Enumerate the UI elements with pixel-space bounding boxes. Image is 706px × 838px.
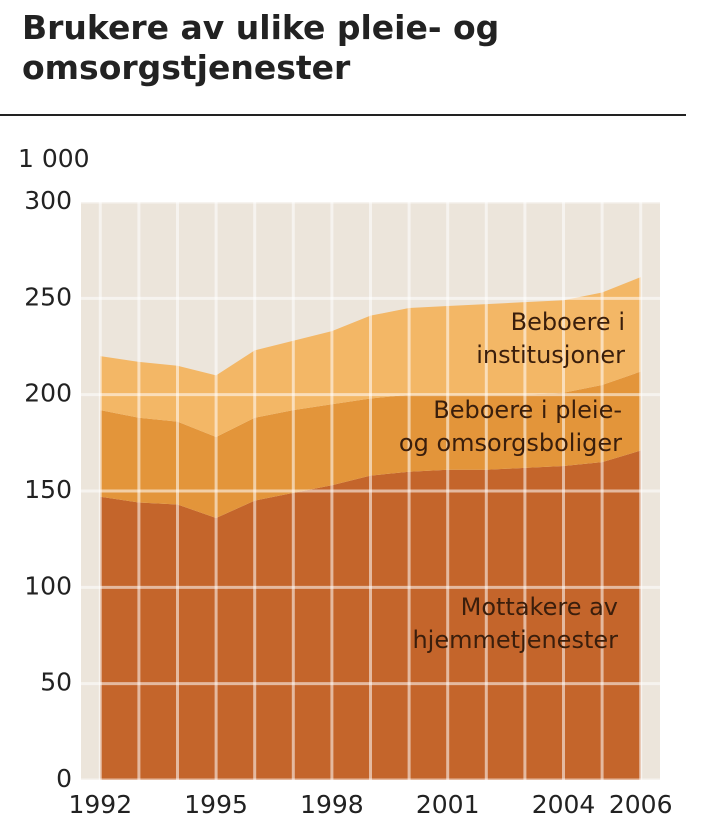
series-label: Mottakere av xyxy=(461,593,618,621)
series-label: institusjoner xyxy=(476,341,625,369)
title-rule xyxy=(0,114,686,116)
y-tick-label: 300 xyxy=(24,186,72,215)
chart-title: Brukere av ulike pleie- og omsorgstjenes… xyxy=(22,8,500,87)
x-tick-label: 2006 xyxy=(609,790,673,819)
y-unit-label: 1 000 xyxy=(18,144,90,173)
x-tick-label: 2004 xyxy=(532,790,596,819)
series-label: Beboere i pleie- xyxy=(433,396,622,424)
y-tick-label: 0 xyxy=(56,764,72,793)
y-tick-label: 100 xyxy=(24,571,72,600)
y-tick-label: 50 xyxy=(40,668,72,697)
series-label: Beboere i xyxy=(511,308,625,336)
x-tick-label: 2001 xyxy=(416,790,480,819)
x-tick-label: 1995 xyxy=(184,790,248,819)
y-tick-label: 200 xyxy=(24,379,72,408)
x-tick-label: 1998 xyxy=(300,790,364,819)
y-tick-label: 150 xyxy=(24,475,72,504)
series-label: og omsorgsboliger xyxy=(399,429,622,457)
series-label: hjemmetjenester xyxy=(412,626,618,654)
y-tick-label: 250 xyxy=(24,282,72,311)
x-tick-label: 1992 xyxy=(68,790,132,819)
